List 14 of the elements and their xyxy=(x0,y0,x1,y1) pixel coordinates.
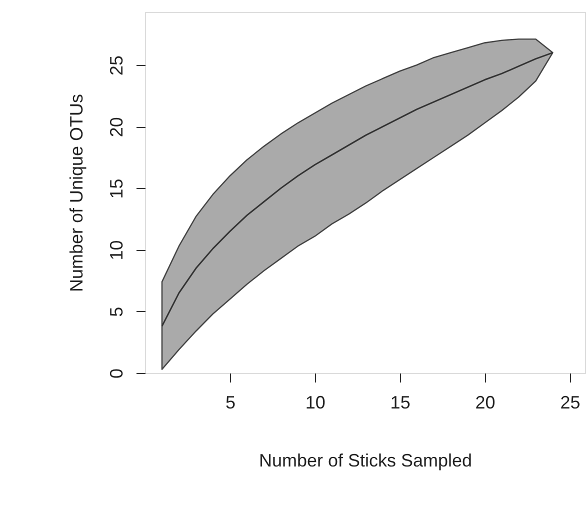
x-tick-label: 10 xyxy=(305,392,326,412)
x-tick-label: 15 xyxy=(390,392,410,412)
x-tick-label: 25 xyxy=(560,392,580,412)
line-series xyxy=(161,52,554,327)
x-tick-label: 5 xyxy=(225,392,236,412)
x-tick-label: 20 xyxy=(475,392,496,412)
x-axis-title: Number of Sticks Sampled xyxy=(258,450,472,470)
y-tick-label: 25 xyxy=(106,55,126,76)
y-tick-label: 5 xyxy=(106,306,126,317)
y-tick-label: 15 xyxy=(106,178,126,199)
y-axis-title: Number of Unique OTUs xyxy=(66,94,86,292)
y-tick-label: 20 xyxy=(106,117,126,138)
y-tick-label: 0 xyxy=(106,368,126,379)
y-tick-label: 10 xyxy=(106,240,126,260)
